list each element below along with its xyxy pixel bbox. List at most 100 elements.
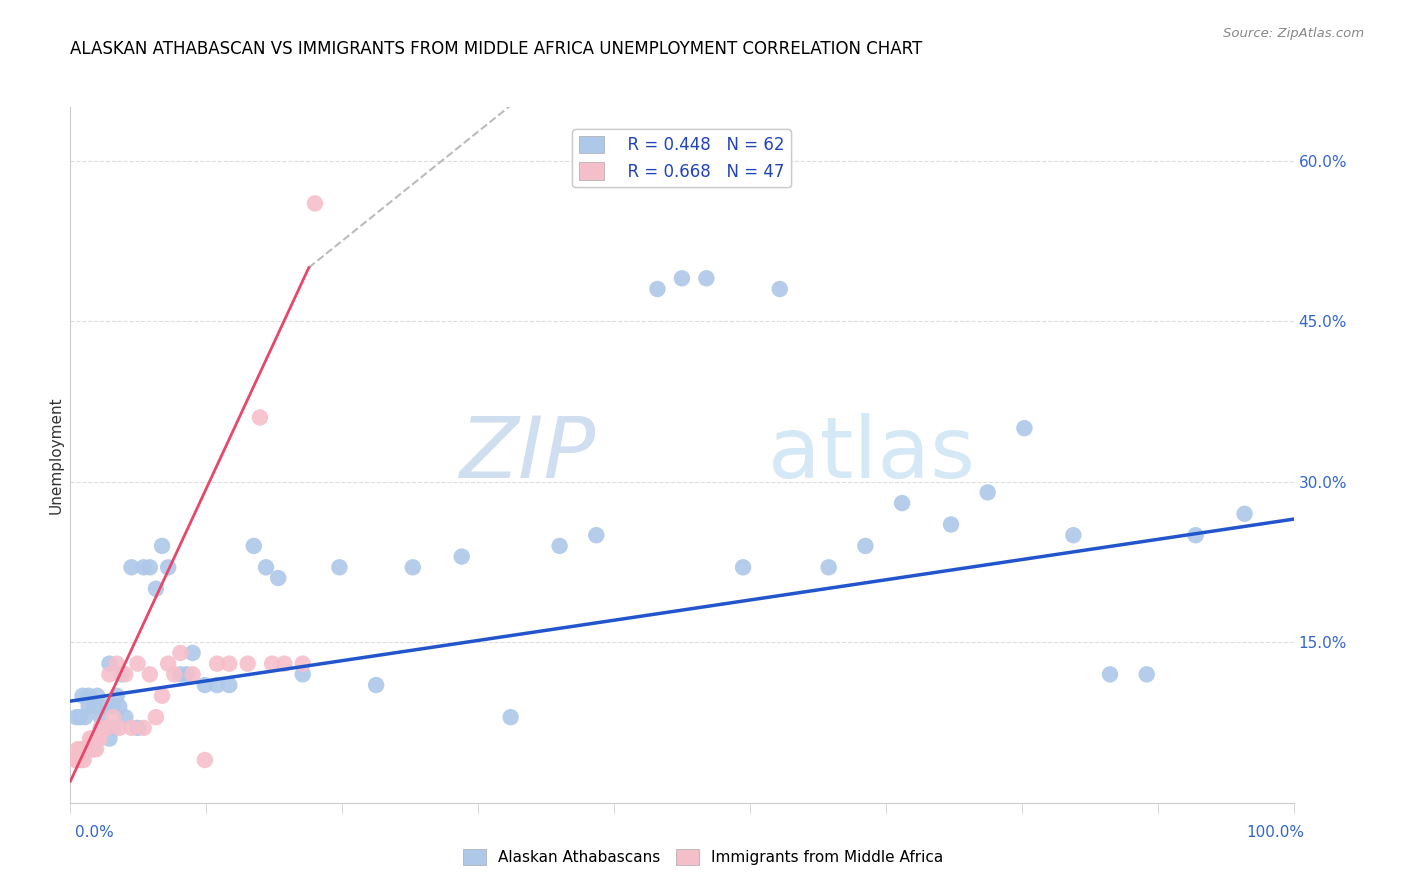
- Point: [548, 539, 571, 553]
- Point: [90, 721, 112, 735]
- Point: [83, 731, 105, 746]
- Point: [132, 721, 155, 735]
- Point: [114, 710, 136, 724]
- Text: 100.0%: 100.0%: [1247, 825, 1305, 840]
- Point: [72, 742, 94, 756]
- Point: [108, 699, 131, 714]
- Point: [1136, 667, 1159, 681]
- Point: [145, 582, 167, 596]
- Text: 0.0%: 0.0%: [75, 825, 114, 840]
- Point: [1014, 421, 1036, 435]
- Point: [733, 560, 755, 574]
- Point: [73, 753, 96, 767]
- Point: [891, 496, 914, 510]
- Point: [205, 678, 228, 692]
- Point: [67, 753, 90, 767]
- Point: [86, 689, 108, 703]
- Point: [236, 657, 259, 671]
- Point: [291, 667, 314, 681]
- Point: [262, 657, 284, 671]
- Point: [98, 731, 121, 746]
- Point: [73, 742, 96, 756]
- Point: [79, 731, 101, 746]
- Point: [1099, 667, 1122, 681]
- Point: [69, 710, 91, 724]
- Text: ALASKAN ATHABASCAN VS IMMIGRANTS FROM MIDDLE AFRICA UNEMPLOYMENT CORRELATION CHA: ALASKAN ATHABASCAN VS IMMIGRANTS FROM MI…: [70, 40, 922, 58]
- Text: ZIP: ZIP: [460, 413, 596, 497]
- Point: [585, 528, 607, 542]
- Point: [63, 753, 86, 767]
- Point: [328, 560, 350, 574]
- Point: [249, 410, 271, 425]
- Legend: Alaskan Athabascans, Immigrants from Middle Africa: Alaskan Athabascans, Immigrants from Mid…: [457, 843, 949, 871]
- Point: [101, 721, 124, 735]
- Point: [194, 753, 217, 767]
- Point: [69, 742, 91, 756]
- Point: [163, 667, 186, 681]
- Text: atlas: atlas: [768, 413, 976, 497]
- Point: [96, 721, 118, 735]
- Point: [647, 282, 669, 296]
- Point: [86, 731, 108, 746]
- Point: [89, 731, 111, 746]
- Point: [82, 731, 104, 746]
- Point: [72, 689, 94, 703]
- Point: [267, 571, 290, 585]
- Point: [1233, 507, 1256, 521]
- Point: [80, 742, 103, 756]
- Y-axis label: Unemployment: Unemployment: [48, 396, 63, 514]
- Point: [73, 710, 96, 724]
- Point: [695, 271, 717, 285]
- Point: [150, 539, 173, 553]
- Point: [671, 271, 693, 285]
- Point: [181, 646, 204, 660]
- Point: [169, 646, 191, 660]
- Point: [1184, 528, 1206, 542]
- Point: [75, 742, 97, 756]
- Legend:   R = 0.448   N = 62,   R = 0.668   N = 47: R = 0.448 N = 62, R = 0.668 N = 47: [572, 129, 792, 187]
- Point: [817, 560, 839, 574]
- Point: [273, 657, 295, 671]
- Point: [139, 667, 162, 681]
- Point: [977, 485, 1000, 500]
- Point: [98, 657, 121, 671]
- Point: [105, 689, 128, 703]
- Point: [101, 699, 124, 714]
- Point: [77, 689, 100, 703]
- Point: [101, 710, 124, 724]
- Point: [77, 742, 100, 756]
- Point: [76, 742, 98, 756]
- Point: [127, 721, 149, 735]
- Point: [169, 667, 191, 681]
- Point: [1062, 528, 1084, 542]
- Point: [939, 517, 962, 532]
- Point: [98, 667, 121, 681]
- Point: [855, 539, 877, 553]
- Point: [150, 689, 173, 703]
- Point: [366, 678, 388, 692]
- Point: [105, 657, 128, 671]
- Point: [769, 282, 792, 296]
- Point: [218, 678, 240, 692]
- Point: [132, 560, 155, 574]
- Point: [121, 560, 143, 574]
- Point: [243, 539, 266, 553]
- Point: [157, 657, 180, 671]
- Point: [254, 560, 277, 574]
- Point: [83, 731, 105, 746]
- Point: [194, 678, 217, 692]
- Point: [218, 657, 240, 671]
- Point: [111, 667, 134, 681]
- Point: [93, 721, 115, 735]
- Point: [181, 667, 204, 681]
- Point: [90, 721, 112, 735]
- Point: [145, 710, 167, 724]
- Point: [83, 699, 105, 714]
- Point: [450, 549, 472, 564]
- Point: [402, 560, 425, 574]
- Point: [65, 710, 87, 724]
- Point: [96, 699, 118, 714]
- Point: [114, 667, 136, 681]
- Point: [127, 657, 149, 671]
- Point: [205, 657, 228, 671]
